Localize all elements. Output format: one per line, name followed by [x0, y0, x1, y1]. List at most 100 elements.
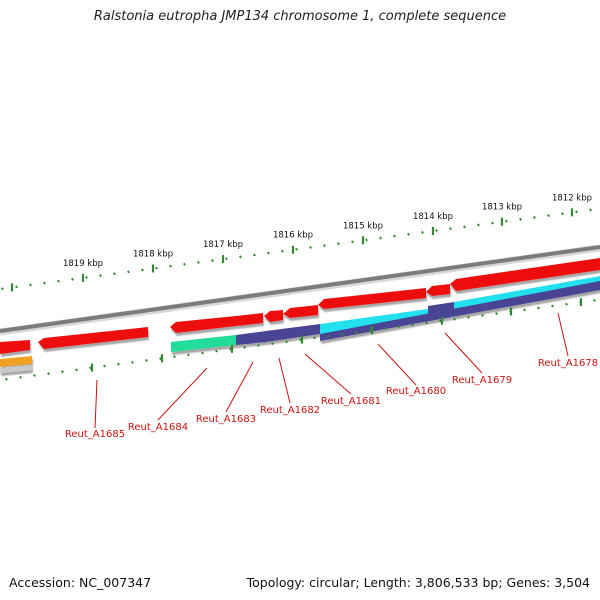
gene-callout-line [304, 353, 352, 395]
gene-label: Reut_A1685 [65, 429, 125, 440]
ruler-tick-label: 1812 kbp [552, 193, 592, 203]
ruler-dot [253, 253, 256, 257]
gene-orange [0, 356, 32, 367]
ruler-dot [323, 244, 326, 248]
ruler-dot [169, 264, 172, 268]
inner-ruler-dot [47, 372, 50, 376]
ruler-dot [1, 287, 4, 291]
ruler-dot [211, 259, 214, 263]
inner-ruler-dot [187, 353, 190, 357]
ruler-dot [197, 261, 200, 264]
ruler-dot [351, 240, 354, 244]
ruler-dot [561, 212, 564, 216]
gene-red [0, 340, 30, 354]
inner-ruler-dot [369, 328, 372, 332]
gene-label: Reut_A1682 [260, 405, 320, 416]
gene-label: Reut_A1683 [196, 414, 256, 425]
inner-ruler-dot [285, 340, 288, 344]
inner-ruler-dot [439, 319, 442, 323]
inner-ruler-dot [131, 360, 134, 364]
ruler-dot [281, 249, 284, 253]
ruler-tick-label: 1818 kbp [133, 249, 173, 259]
inner-ruler-dot [593, 298, 596, 302]
gene-label: Reut_A1679 [452, 375, 512, 386]
gene-red [264, 310, 283, 322]
ruler-dot [337, 242, 340, 246]
ruler-dot [295, 247, 298, 251]
gene-gray [0, 365, 32, 373]
inner-ruler-dot [33, 373, 36, 377]
gene-green [171, 335, 236, 352]
ruler-dot [379, 236, 382, 240]
gene-label: Reut_A1681 [321, 396, 381, 407]
ruler-dot [449, 227, 452, 231]
ruler-dot [519, 217, 522, 221]
inner-ruler-dot [495, 312, 498, 315]
ruler-dot [393, 234, 396, 238]
inner-ruler-dot [103, 364, 106, 368]
inner-ruler-dot [243, 345, 246, 349]
ruler-dot [267, 251, 270, 255]
topology-text: Topology: circular; Length: 3,806,533 bp… [246, 575, 590, 590]
inner-ruler-dot [481, 313, 484, 317]
ruler-dot [85, 276, 88, 279]
ruler-dot [435, 229, 438, 233]
inner-ruler-dot [271, 342, 274, 345]
ruler-dot [309, 246, 312, 249]
inner-ruler-dot [61, 370, 64, 374]
inner-ruler-dot [159, 357, 162, 361]
ruler-dot [113, 272, 116, 276]
inner-ruler-dot [145, 358, 148, 362]
ruler-dot [127, 270, 130, 274]
ruler-tick-label: 1817 kbp [203, 240, 243, 250]
inner-ruler-dot [411, 323, 414, 327]
gene-label: Reut_A1678 [538, 358, 598, 369]
gene-purple [320, 281, 600, 341]
ruler-tick-label: 1816 kbp [273, 231, 313, 241]
gene-callout-line [557, 312, 569, 357]
gene-callout-line [94, 379, 98, 429]
gene-red [38, 327, 148, 349]
forward-genes [0, 258, 600, 354]
ruler-tick-label: 1813 kbp [482, 203, 522, 213]
ruler-labels: 1812 kbp 1813 kbp 1814 kbp 1815 kbp 1816 kbp… [63, 193, 592, 269]
ruler-dot [547, 214, 550, 218]
ruler-dot [407, 232, 410, 236]
ruler-dot [43, 281, 46, 285]
ruler-dot [533, 215, 536, 219]
inner-ruler-dot [299, 338, 302, 342]
gene-callout-line [278, 357, 291, 404]
reverse-genes [0, 276, 600, 373]
inner-ruler-dot [215, 349, 218, 353]
ruler-dot [575, 210, 578, 214]
inner-ruler-dot [565, 302, 568, 306]
gene-red [236, 313, 263, 326]
gene-callout-line [157, 367, 208, 421]
ruler-dot [183, 262, 186, 266]
gene-label: Reut_A1680 [386, 386, 446, 397]
inner-ruler-dot [355, 330, 358, 334]
inner-ruler-dot [117, 362, 120, 366]
gene-callout-line [225, 361, 254, 413]
inner-ruler-dot [341, 332, 344, 336]
ruler-dot [71, 277, 74, 281]
inner-ruler-dot [313, 336, 316, 340]
ruler-dot [99, 274, 102, 278]
inner-ruler-dot [327, 334, 330, 338]
gene-purple [266, 324, 320, 342]
gene-red [170, 316, 236, 333]
inner-ruler-dot [523, 308, 526, 312]
ruler-dot [505, 219, 508, 223]
inner-ruler-dot [425, 321, 428, 325]
inner-ruler [5, 298, 596, 381]
inner-ruler-dot [229, 347, 232, 351]
map-title: Ralstonia eutropha JMP134 chromosome 1, … [93, 9, 507, 24]
ruler-dot [491, 221, 494, 225]
ruler-tick-label: 1815 kbp [343, 221, 383, 231]
ruler-dot [15, 285, 18, 289]
ruler-tick-label: 1819 kbp [63, 259, 103, 269]
ruler-dot [589, 208, 592, 212]
inner-ruler-dot [257, 343, 260, 347]
